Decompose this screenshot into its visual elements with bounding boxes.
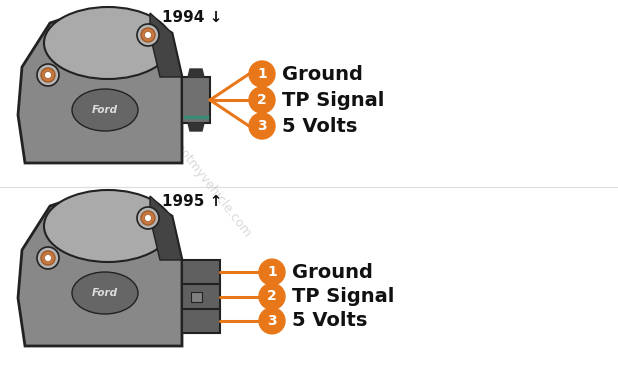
Text: Ford: Ford (92, 288, 118, 298)
Circle shape (141, 28, 155, 42)
Circle shape (141, 211, 155, 225)
Text: 5 Volts: 5 Volts (292, 311, 367, 330)
Circle shape (41, 251, 55, 265)
Text: 1: 1 (257, 67, 267, 81)
Text: Ford: Ford (92, 105, 118, 115)
Circle shape (259, 284, 285, 309)
Circle shape (137, 24, 159, 46)
Circle shape (249, 113, 275, 139)
Polygon shape (18, 196, 182, 346)
Ellipse shape (44, 190, 172, 262)
Circle shape (259, 308, 285, 334)
Circle shape (259, 259, 285, 285)
Text: Ground: Ground (292, 262, 373, 282)
Polygon shape (182, 260, 220, 333)
Polygon shape (188, 123, 204, 131)
Circle shape (44, 255, 51, 261)
Circle shape (249, 87, 275, 113)
Circle shape (145, 32, 151, 39)
Circle shape (137, 207, 159, 229)
Polygon shape (182, 77, 210, 123)
Text: 3: 3 (267, 314, 277, 328)
Text: 2: 2 (257, 93, 267, 107)
Circle shape (145, 214, 151, 222)
Text: 5 Volts: 5 Volts (282, 117, 357, 135)
Text: troubleshootmyvehicle.com: troubleshootmyvehicle.com (137, 96, 253, 240)
Circle shape (37, 64, 59, 86)
Polygon shape (150, 13, 182, 77)
Text: 1: 1 (267, 265, 277, 279)
Circle shape (41, 68, 55, 82)
Ellipse shape (72, 89, 138, 131)
Text: 1995 ↑: 1995 ↑ (162, 194, 222, 208)
Circle shape (44, 72, 51, 78)
Ellipse shape (72, 272, 138, 314)
Text: TP Signal: TP Signal (282, 90, 384, 110)
Circle shape (249, 61, 275, 87)
Text: Ground: Ground (282, 64, 363, 84)
Text: 2: 2 (267, 290, 277, 303)
Text: 3: 3 (257, 119, 267, 133)
FancyBboxPatch shape (191, 291, 202, 302)
Polygon shape (188, 69, 204, 77)
Ellipse shape (44, 7, 172, 79)
Polygon shape (150, 196, 182, 260)
Text: TP Signal: TP Signal (292, 287, 394, 306)
Text: 1994 ↓: 1994 ↓ (162, 10, 222, 26)
Circle shape (37, 247, 59, 269)
Polygon shape (18, 13, 182, 163)
